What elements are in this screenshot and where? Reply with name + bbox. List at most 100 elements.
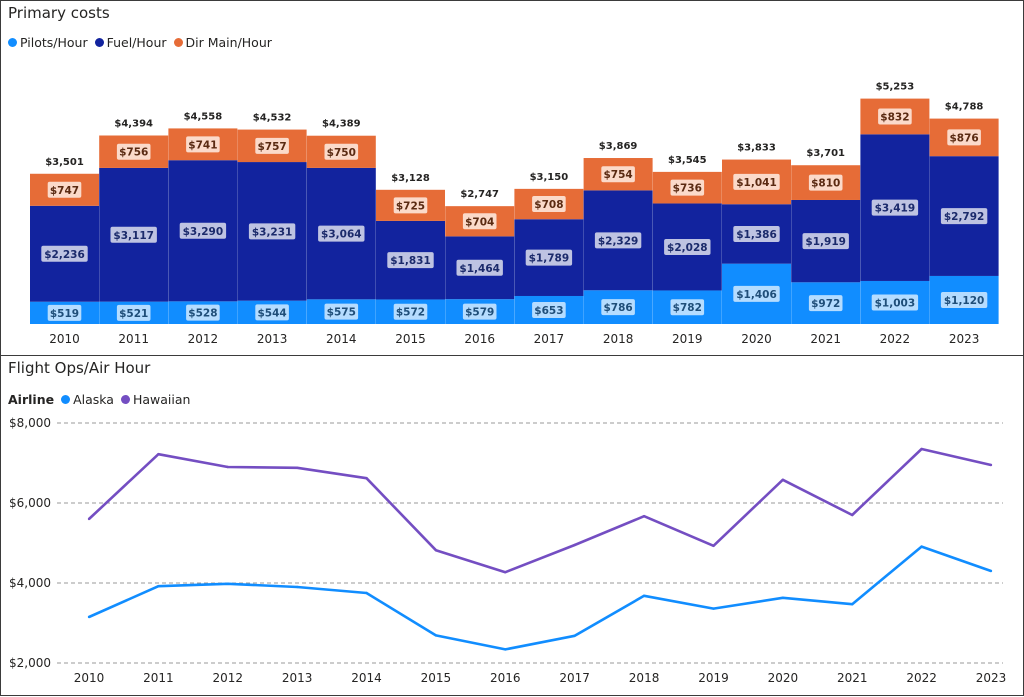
bar-label-bg-dir-main-2016: [462, 213, 497, 230]
line-point-hawaiian-2013: [295, 466, 299, 469]
x-tick-2013: 2013: [257, 332, 288, 346]
bar-label-dir-main-2020: $1,041: [736, 177, 777, 189]
line-point-hawaiian-2015: [434, 549, 438, 552]
bar-label-bg-dir-main-2015: [393, 197, 428, 214]
bar-total-label-2012: $4,558: [184, 111, 223, 122]
bar-label-bg-pilots-2017: [532, 301, 566, 318]
x-tick-2023: 2023: [949, 332, 980, 346]
x-tick-2020: 2020: [768, 671, 799, 685]
bar-label-bg-fuel-2020: [733, 225, 780, 242]
pilots-legend-dot-icon: [8, 38, 17, 47]
y-tick-2000: $2,000: [9, 656, 51, 670]
line-point-alaska-2019: [712, 607, 715, 610]
legend-label-alaska: Alaska: [73, 392, 114, 407]
x-tick-2013: 2013: [282, 671, 313, 685]
line-point-hawaiian-2018: [642, 515, 646, 518]
bar-label-pilots-2014: $575: [327, 307, 356, 319]
line-point-hawaiian-2010: [87, 517, 91, 521]
legend-label-pilots: Pilots/Hour: [20, 35, 88, 50]
legend-item-pilots[interactable]: Pilots/Hour: [8, 35, 88, 50]
bar-label-bg-dir-main-2010: [47, 181, 82, 198]
x-tick-2021: 2021: [810, 332, 841, 346]
x-tick-2017: 2017: [559, 671, 590, 685]
bar-label-fuel-2020: $1,386: [736, 229, 777, 241]
bar-total-label-2011: $4,394: [114, 118, 153, 129]
legend-label-fuel: Fuel/Hour: [106, 35, 167, 50]
bar-label-fuel-2016: $1,464: [459, 263, 500, 275]
bar-label-fuel-2022: $3,419: [875, 203, 916, 215]
x-tick-2017: 2017: [534, 332, 565, 346]
bar-label-dir-main-2012: $741: [188, 139, 217, 151]
x-tick-2015: 2015: [395, 332, 426, 346]
bar-total-label-2017: $3,150: [530, 172, 569, 183]
legend-label-hawaiian: Hawaiian: [132, 392, 191, 407]
bar-label-bg-pilots-2015: [393, 303, 428, 320]
line-point-alaska-2022: [920, 545, 923, 548]
bar-label-bg-pilots-2010: [47, 304, 82, 321]
line-point-alaska-2020: [781, 596, 785, 599]
line-series-alaska: [88, 545, 992, 651]
legend-item-dir-main[interactable]: Dir Main/Hour: [173, 35, 272, 50]
bar-label-dir-main-2015: $725: [396, 200, 425, 212]
flight-ops-legend: Airline Alaska Hawaiian: [8, 392, 190, 407]
bar-label-bg-pilots-2013: [255, 304, 289, 321]
bar-label-pilots-2019: $782: [673, 302, 702, 314]
bar-label-pilots-2020: $1,406: [736, 289, 777, 301]
line-point-hawaiian-2016: [504, 571, 507, 574]
line-point-alaska-2013: [295, 585, 299, 589]
line-point-hawaiian-2019: [712, 544, 715, 547]
bar-label-fuel-2023: $2,792: [944, 211, 985, 223]
bar-label-dir-main-2023: $876: [949, 132, 978, 144]
bar-label-bg-pilots-2016: [462, 303, 497, 320]
bar-label-pilots-2013: $544: [257, 307, 286, 319]
x-tick-2010: 2010: [49, 332, 80, 346]
line-point-alaska-2017: [573, 634, 576, 637]
bar-label-bg-fuel-2019: [664, 238, 711, 255]
bar-label-bg-pilots-2022: [871, 294, 919, 311]
bar-label-bg-fuel-2013: [248, 223, 296, 240]
legend-item-alaska[interactable]: Alaska: [61, 392, 114, 407]
x-tick-2022: 2022: [880, 332, 911, 346]
bar-label-bg-fuel-2011: [110, 226, 157, 243]
bar-label-bg-dir-main-2018: [601, 166, 635, 183]
primary-costs-panel: Primary costs Pilots/Hour Fuel/Hour Dir …: [0, 0, 1024, 356]
bar-label-fuel-2014: $3,064: [321, 229, 362, 241]
line-point-hawaiian-2021: [851, 513, 854, 517]
flight-ops-title: Flight Ops/Air Hour: [8, 359, 151, 377]
line-point-hawaiian-2023: [989, 463, 993, 467]
bar-label-fuel-2019: $2,028: [667, 242, 708, 254]
bar-label-bg-fuel-2016: [456, 259, 503, 276]
bar-total-label-2013: $4,532: [253, 113, 292, 124]
x-tick-2012: 2012: [188, 332, 219, 346]
x-tick-2014: 2014: [351, 671, 382, 685]
x-tick-2019: 2019: [698, 671, 729, 685]
fuel-legend-dot-icon: [94, 38, 104, 47]
y-tick-6000: $6,000: [9, 496, 51, 510]
bar-label-dir-main-2019: $736: [673, 183, 702, 195]
line-series-hawaiian: [88, 447, 992, 574]
bar-label-fuel-2012: $3,290: [183, 226, 224, 238]
bar-label-fuel-2018: $2,329: [598, 235, 639, 247]
bar-label-bg-dir-main-2017: [532, 196, 566, 213]
legend-item-hawaiian[interactable]: Hawaiian: [120, 392, 191, 407]
x-tick-2014: 2014: [326, 332, 357, 346]
bar-label-bg-pilots-2014: [324, 303, 359, 320]
legend-item-fuel[interactable]: Fuel/Hour: [94, 35, 167, 50]
bar-label-bg-dir-main-2013: [255, 137, 289, 154]
bar-label-dir-main-2018: $754: [603, 169, 632, 181]
bar-total-label-2018: $3,869: [599, 141, 638, 152]
bar-label-fuel-2017: $1,789: [529, 253, 570, 265]
line-point-alaska-2015: [434, 634, 438, 637]
bar-label-bg-fuel-2023: [940, 208, 988, 225]
bar-label-pilots-2011: $521: [119, 308, 148, 320]
line-point-alaska-2010: [87, 615, 91, 619]
bar-label-bg-dir-main-2020: [733, 173, 780, 190]
bar-label-pilots-2022: $1,003: [875, 297, 916, 309]
bar-total-label-2014: $4,389: [322, 119, 361, 130]
bar-label-dir-main-2017: $708: [534, 199, 563, 211]
bar-label-dir-main-2021: $810: [811, 178, 840, 190]
line-point-hawaiian-2020: [781, 478, 785, 481]
bar-label-bg-dir-main-2022: [878, 108, 912, 125]
bar-label-fuel-2013: $3,231: [252, 226, 293, 238]
x-tick-2011: 2011: [143, 671, 174, 685]
